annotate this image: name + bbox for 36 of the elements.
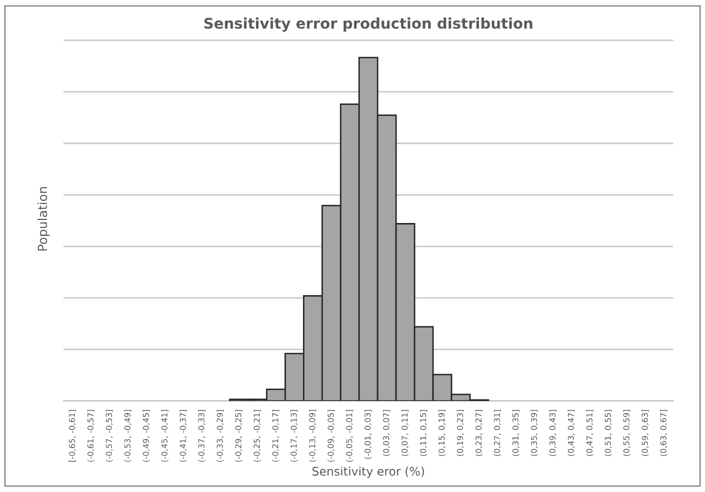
x-tick-label: (-0,33, -0,29] <box>216 410 224 462</box>
x-tick-label: [-0,65, -0,61] <box>68 410 76 462</box>
x-tick-label: (0,31, 0,35] <box>512 410 520 456</box>
x-tick-label: (-0,61, -0,57] <box>87 410 94 462</box>
x-tick-label: (-0,53, -0,49] <box>124 410 132 462</box>
x-tick-label: (-0,45, -0,41] <box>161 410 168 462</box>
x-tick-label: (-0,13, -0,09] <box>309 410 316 462</box>
x-tick-label: (0,35, 0,39] <box>530 410 538 456</box>
x-tick-label: (0,43, 0,47] <box>568 410 575 456</box>
x-tick-label: (0,07, 0,11] <box>401 410 409 456</box>
x-tick-label: (0,27, 0,31] <box>494 410 502 456</box>
x-tick-label: (0,11, 0,15] <box>420 410 428 456</box>
x-tick-label: (0,39, 0,43] <box>549 410 556 456</box>
chart-title: Sensitivity error production distribution <box>204 17 532 32</box>
x-tick-label: (-0,01, 0,03] <box>364 410 372 459</box>
x-axis-title: Sensitivity eror (%) <box>312 466 424 478</box>
x-tick-label: (-0,57, -0,53] <box>106 410 113 462</box>
x-tick-label: (0,51, 0,55] <box>604 410 612 456</box>
x-tick-label: (-0,41, -0,37] <box>180 410 187 462</box>
x-tick-label: (0,59, 0,63] <box>642 410 649 456</box>
x-tick-label: (0,03, 0,07] <box>382 410 390 456</box>
x-tick-label: (0,63, 0,67] <box>660 410 668 456</box>
x-tick-label: (0,19, 0,23] <box>456 410 464 456</box>
x-tick-label: (0,55, 0,59] <box>623 410 630 456</box>
y-axis-title: Population <box>37 187 50 251</box>
x-tick-label: (-0,05, -0,01] <box>346 410 354 462</box>
x-tick-label: (-0,25, -0,21] <box>254 410 261 462</box>
x-tick-label: (-0,49, -0,45] <box>142 410 150 462</box>
x-tick-label: (0,23, 0,27] <box>475 410 483 456</box>
x-tick-label: (-0,37, -0,33] <box>198 410 206 462</box>
x-tick-label: (0,15, 0,19] <box>438 410 446 456</box>
x-tick-label: (-0,09, -0,05] <box>328 410 335 462</box>
x-tick-label: (-0,29, -0,25] <box>235 410 242 462</box>
x-tick-label: (-0,17, -0,13] <box>290 410 298 462</box>
x-tick-label: (0,47, 0,51] <box>586 410 594 456</box>
x-tick-label: (-0,21, -0,17] <box>272 410 280 462</box>
